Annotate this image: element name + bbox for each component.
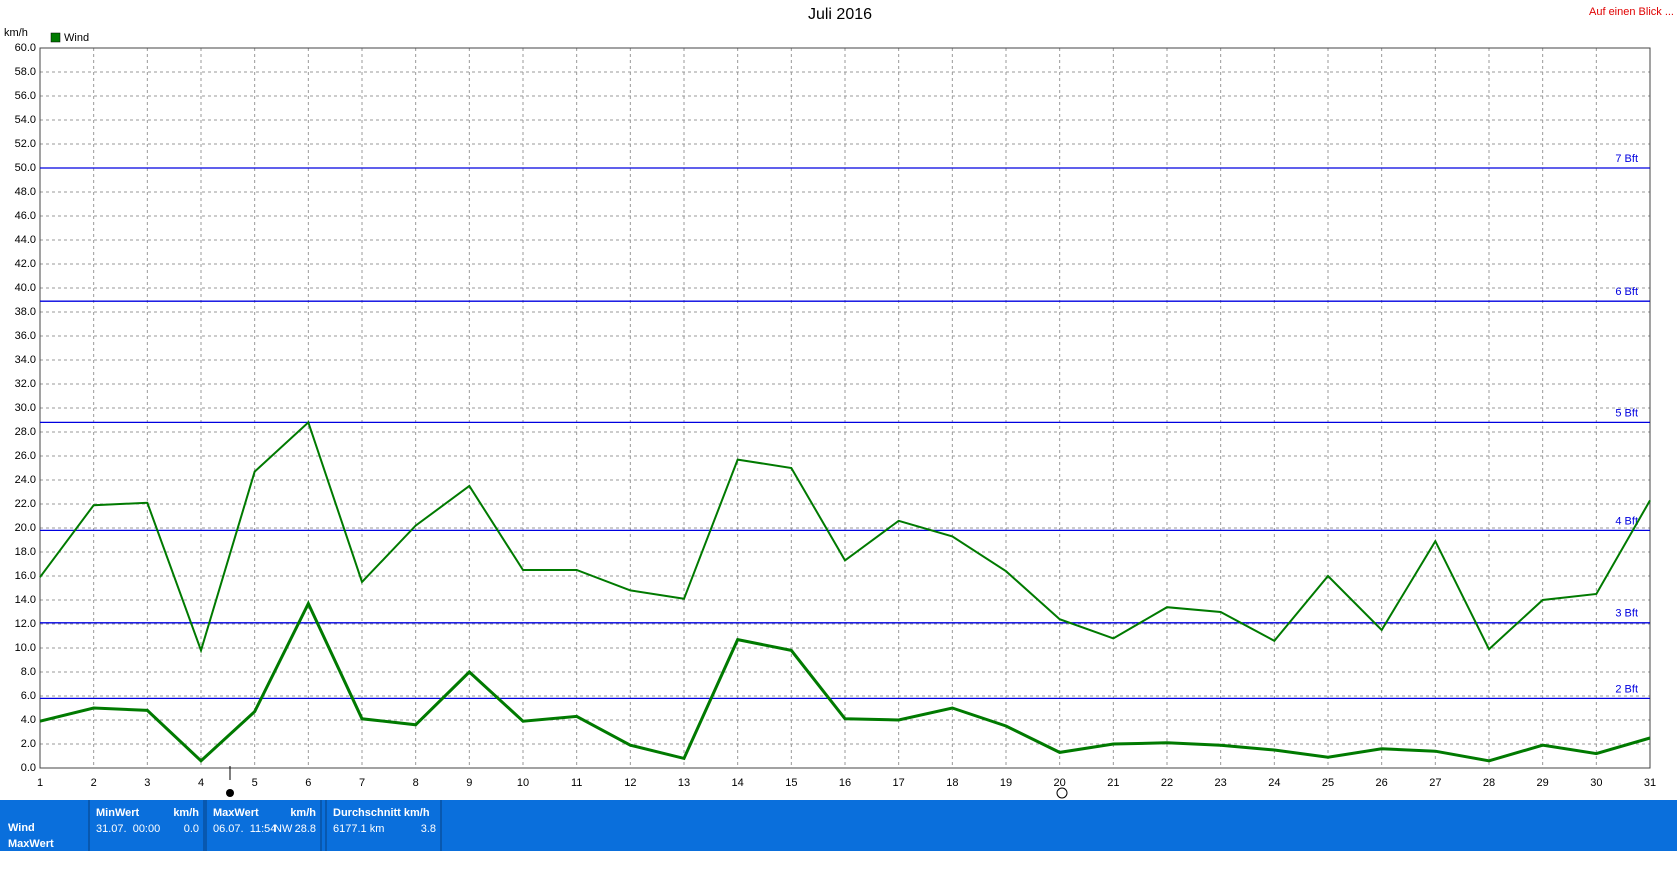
y-tick-label: 34.0 <box>15 354 36 366</box>
y-tick-label: 38.0 <box>15 306 36 318</box>
y-tick-label: 42.0 <box>15 258 36 270</box>
cell-header: MaxWert <box>213 807 259 819</box>
x-tick-label: 22 <box>1161 777 1173 789</box>
y-tick-label: 4.0 <box>21 714 36 726</box>
x-tick-label: 17 <box>893 777 905 789</box>
y-tick-label: 52.0 <box>15 138 36 150</box>
y-tick-label: 22.0 <box>15 498 36 510</box>
cell-value: 0.0 <box>183 823 199 835</box>
x-tick-label: 26 <box>1376 777 1388 789</box>
x-tick-label: 13 <box>678 777 690 789</box>
x-tick-label: 12 <box>624 777 636 789</box>
x-tick-label: 1 <box>37 777 43 789</box>
x-tick-label: 29 <box>1537 777 1549 789</box>
summary-cell: MinWert km/h 31.07. 00:00 0.0 <box>88 800 205 851</box>
legend-label: Wind <box>64 32 89 44</box>
y-unit: km/h <box>4 27 28 39</box>
y-tick-label: 6.0 <box>21 690 36 702</box>
y-tick-label: 48.0 <box>15 186 36 198</box>
y-tick-label: 40.0 <box>15 282 36 294</box>
reference-label: 3 Bft <box>1615 608 1638 620</box>
x-tick-label: 16 <box>839 777 851 789</box>
row-label: Wind <box>8 822 35 834</box>
x-tick-label: 7 <box>359 777 365 789</box>
x-tick-label: 10 <box>517 777 529 789</box>
cell-when: 31.07. 00:00 <box>96 823 161 835</box>
y-tick-label: 46.0 <box>15 210 36 222</box>
y-tick-label: 12.0 <box>15 618 36 630</box>
cell-when: 06.07. 11:54 <box>213 823 277 835</box>
x-tick-label: 18 <box>946 777 958 789</box>
y-tick-label: 18.0 <box>15 546 36 558</box>
y-tick-label: 14.0 <box>15 594 36 606</box>
x-tick-label: 3 <box>144 777 150 789</box>
x-tick-label: 14 <box>732 777 744 789</box>
y-tick-label: 32.0 <box>15 378 36 390</box>
y-tick-label: 36.0 <box>15 330 36 342</box>
x-tick-label: 21 <box>1107 777 1119 789</box>
x-tick-label: 11 <box>571 777 582 789</box>
x-tick-label: 6 <box>305 777 311 789</box>
reference-label: 7 Bft <box>1615 153 1638 165</box>
cell-value: 3.8 <box>420 823 436 835</box>
y-tick-label: 60.0 <box>15 42 36 54</box>
y-tick-label: 58.0 <box>15 66 36 78</box>
summary-cell: Durchschnitt km/h 6177.1 km 3.8 <box>325 800 442 851</box>
reference-label: 6 Bft <box>1615 286 1638 298</box>
y-tick-label: 8.0 <box>21 666 36 678</box>
cell-unit: km/h <box>173 807 199 819</box>
summary-cell: MaxWert km/h 06.07. 11:54 NW 28.8 <box>205 800 322 851</box>
cell-header: MinWert <box>96 807 140 819</box>
x-tick-label: 24 <box>1268 777 1280 789</box>
y-tick-label: 28.0 <box>15 426 36 438</box>
y-tick-label: 0.0 <box>21 762 36 774</box>
x-tick-label: 27 <box>1429 777 1441 789</box>
legend-swatch <box>50 32 61 43</box>
y-tick-label: 26.0 <box>15 450 36 462</box>
cell-dir: NW <box>274 823 293 835</box>
x-tick-label: 28 <box>1483 777 1495 789</box>
x-tick-label: 4 <box>198 777 204 789</box>
summary-panel: Wind MaxWert MinWert km/h 31.07. 00:00 0… <box>0 800 1677 851</box>
x-tick-label: 9 <box>466 777 472 789</box>
series-line <box>39 600 1651 763</box>
x-tick-label: 19 <box>1000 777 1012 789</box>
cell-header: Durchschnitt km/h <box>333 807 430 819</box>
series-line <box>39 420 1651 654</box>
y-tick-label: 24.0 <box>15 474 36 486</box>
cell-when: 6177.1 km <box>333 823 385 835</box>
page: Juli 2016 Auf einen Blick ... km/h 0.0 2.… <box>0 5 1677 851</box>
reference-label: 2 Bft <box>1615 683 1638 695</box>
y-tick-label: 30.0 <box>15 402 36 414</box>
axis-marker <box>1056 787 1068 799</box>
reference-label: 4 Bft <box>1615 515 1638 527</box>
cell-unit: km/h <box>290 807 316 819</box>
y-tick-label: 44.0 <box>15 234 36 246</box>
x-tick-label: 2 <box>91 777 97 789</box>
plot-frame <box>39 47 1651 769</box>
y-tick-label: 56.0 <box>15 90 36 102</box>
y-tick-label: 20.0 <box>15 522 36 534</box>
x-tick-label: 5 <box>252 777 258 789</box>
y-tick-label: 16.0 <box>15 570 36 582</box>
cell-value: 28.8 <box>294 823 316 835</box>
chart: Juli 2016 Auf einen Blick ... km/h 0.0 2.… <box>4 6 1674 799</box>
chart-title: Juli 2016 <box>808 6 872 23</box>
y-tick-label: 10.0 <box>15 642 36 654</box>
row-label: MaxWert <box>8 838 54 850</box>
x-tick-label: 30 <box>1590 777 1602 789</box>
y-tick-label: 54.0 <box>15 114 36 126</box>
x-tick-label: 8 <box>413 777 419 789</box>
x-tick-label: 15 <box>785 777 797 789</box>
x-tick-label: 25 <box>1322 777 1334 789</box>
y-tick-label: 50.0 <box>15 162 36 174</box>
reference-label: 5 Bft <box>1615 407 1638 419</box>
overview-link[interactable]: Auf einen Blick ... <box>1589 6 1674 18</box>
x-tick-label: 31 <box>1644 777 1656 789</box>
x-tick-label: 20 <box>1054 777 1066 789</box>
axis-marker <box>226 789 234 797</box>
y-tick-label: 2.0 <box>21 738 36 750</box>
x-tick-label: 23 <box>1215 777 1227 789</box>
